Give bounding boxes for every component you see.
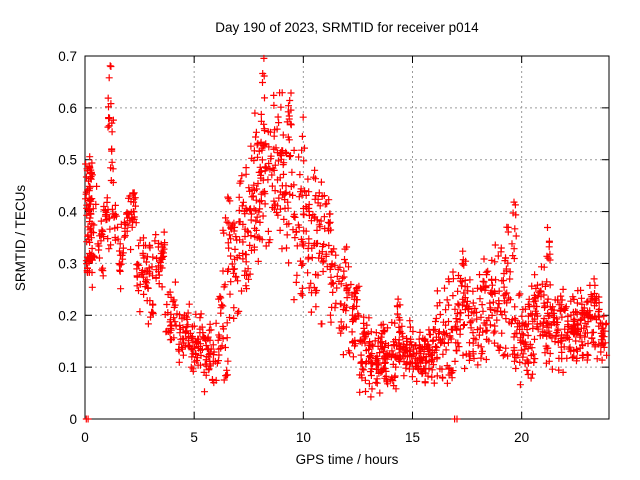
y-tick-label: 0.3 [58, 256, 77, 271]
chart-title: Day 190 of 2023, SRMTID for receiver p01… [215, 20, 479, 35]
y-tick-label: 0.1 [58, 360, 77, 375]
y-tick-label: 0.4 [58, 205, 77, 220]
x-tick-label: 5 [190, 430, 198, 445]
y-tick-label: 0 [69, 412, 77, 427]
y-tick-label: 0.6 [58, 101, 77, 116]
x-tick-label: 15 [405, 430, 420, 445]
y-axis-label: SRMTID / TECUs [13, 184, 28, 292]
x-tick-label: 10 [296, 430, 311, 445]
y-tick-label: 0.2 [58, 308, 77, 323]
x-axis-label: GPS time / hours [295, 452, 399, 467]
y-tick-label: 0.7 [58, 49, 77, 64]
x-tick-label: 20 [514, 430, 529, 445]
x-tick-label: 0 [81, 430, 89, 445]
y-tick-label: 0.5 [58, 153, 77, 168]
plot-border [84, 55, 610, 420]
data-points-series [82, 54, 611, 423]
